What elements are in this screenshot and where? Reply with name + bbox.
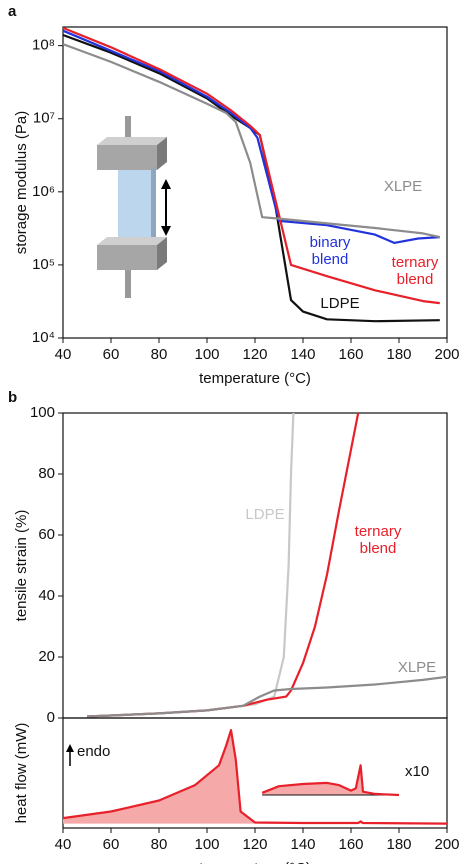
x-tick-label: 140	[290, 836, 315, 853]
series-label: binary blend	[309, 234, 351, 268]
y-axis-label: storage modulus (Pa)	[13, 111, 30, 254]
area-fill	[262, 765, 399, 795]
y-tick-label: 60	[38, 526, 55, 543]
data-line	[86, 675, 448, 718]
data-line	[86, 412, 295, 718]
endo-arrow	[66, 744, 74, 766]
data-line	[62, 43, 441, 239]
y-tick-label: 40	[38, 587, 55, 604]
y-tick-label: 80	[38, 465, 55, 482]
y-tick-label: 100	[30, 404, 55, 421]
x-tick-label: 40	[55, 836, 72, 853]
x-tick-label: 100	[194, 836, 219, 853]
data-line	[86, 412, 360, 718]
panel-label: b	[8, 389, 17, 406]
specimen-illustration	[97, 116, 171, 298]
inset-label: x10	[405, 763, 429, 780]
data-line	[62, 26, 440, 305]
y-tick-label: 20	[38, 648, 55, 665]
area-fill	[63, 730, 447, 824]
y-tick-label: 10⁷	[33, 110, 55, 127]
x-tick-label: 180	[386, 346, 411, 363]
x-tick-label: 60	[103, 346, 120, 363]
annotation: endo	[77, 743, 110, 760]
x-tick-label: 180	[386, 836, 411, 853]
x-axis-label: temperature (°C)	[199, 860, 311, 864]
x-tick-label: 120	[242, 346, 267, 363]
x-tick-label: 200	[434, 836, 459, 853]
x-axis-label: temperature (°C)	[199, 370, 311, 387]
series-label: ternary blend	[391, 254, 439, 288]
x-tick-label: 40	[55, 346, 72, 363]
x-tick-label: 160	[338, 836, 363, 853]
x-tick-label: 120	[242, 836, 267, 853]
y-tick-label: 0	[47, 709, 55, 726]
x-tick-label: 200	[434, 346, 459, 363]
series-label: XLPE	[397, 659, 437, 676]
x-tick-label: 100	[194, 346, 219, 363]
y-tick-label: 10⁸	[32, 37, 55, 54]
data-line	[62, 29, 440, 244]
x-tick-label: 140	[290, 346, 315, 363]
y-tick-label: 10⁴	[32, 329, 55, 346]
y-axis-label: heat flow (mW)	[13, 723, 30, 824]
heat-flow-line	[261, 764, 400, 797]
panel-label: a	[8, 3, 17, 20]
x-tick-label: 80	[151, 836, 168, 853]
series-label: XLPE	[383, 178, 423, 195]
series-label: LDPE	[245, 506, 285, 523]
y-axis-label: tensile strain (%)	[13, 510, 30, 622]
y-tick-label: 10⁵	[32, 256, 55, 273]
plot-frame	[62, 412, 448, 719]
y-tick-label: 10⁶	[32, 183, 55, 200]
x-tick-label: 80	[151, 346, 168, 363]
series-label: LDPE	[320, 295, 360, 312]
series-label: ternary blend	[354, 523, 402, 557]
x-tick-label: 60	[103, 836, 120, 853]
heat-flow-line	[62, 729, 448, 825]
x-tick-label: 160	[338, 346, 363, 363]
